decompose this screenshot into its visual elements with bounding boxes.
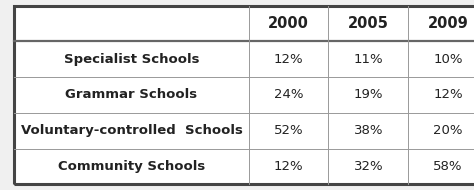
Text: 2005: 2005 xyxy=(348,16,389,31)
Bar xyxy=(249,113,328,149)
Bar xyxy=(249,77,328,113)
Text: 2000: 2000 xyxy=(268,16,309,31)
Bar xyxy=(408,6,474,41)
Text: 12%: 12% xyxy=(274,160,303,173)
Text: 24%: 24% xyxy=(274,89,303,101)
Bar xyxy=(249,149,328,184)
Bar xyxy=(14,6,249,41)
Bar xyxy=(408,149,474,184)
Text: Grammar Schools: Grammar Schools xyxy=(65,89,198,101)
Bar xyxy=(249,41,328,77)
Text: 58%: 58% xyxy=(433,160,463,173)
Bar xyxy=(14,41,249,77)
Bar xyxy=(408,113,474,149)
Text: 10%: 10% xyxy=(433,53,463,66)
Text: 12%: 12% xyxy=(274,53,303,66)
Bar xyxy=(408,77,474,113)
Bar xyxy=(328,113,408,149)
Bar xyxy=(408,41,474,77)
Text: 20%: 20% xyxy=(433,124,463,137)
Text: 12%: 12% xyxy=(433,89,463,101)
Bar xyxy=(328,149,408,184)
Bar xyxy=(328,6,408,41)
Text: Community Schools: Community Schools xyxy=(58,160,205,173)
Bar xyxy=(249,6,328,41)
Bar xyxy=(14,149,249,184)
Text: 2009: 2009 xyxy=(428,16,468,31)
Text: 11%: 11% xyxy=(354,53,383,66)
Bar xyxy=(328,77,408,113)
Bar xyxy=(14,113,249,149)
Text: 52%: 52% xyxy=(274,124,303,137)
Text: 32%: 32% xyxy=(354,160,383,173)
Text: 19%: 19% xyxy=(354,89,383,101)
Text: 38%: 38% xyxy=(354,124,383,137)
Text: Voluntary-controlled  Schools: Voluntary-controlled Schools xyxy=(20,124,243,137)
Bar xyxy=(14,77,249,113)
Text: Specialist Schools: Specialist Schools xyxy=(64,53,199,66)
Bar xyxy=(328,41,408,77)
